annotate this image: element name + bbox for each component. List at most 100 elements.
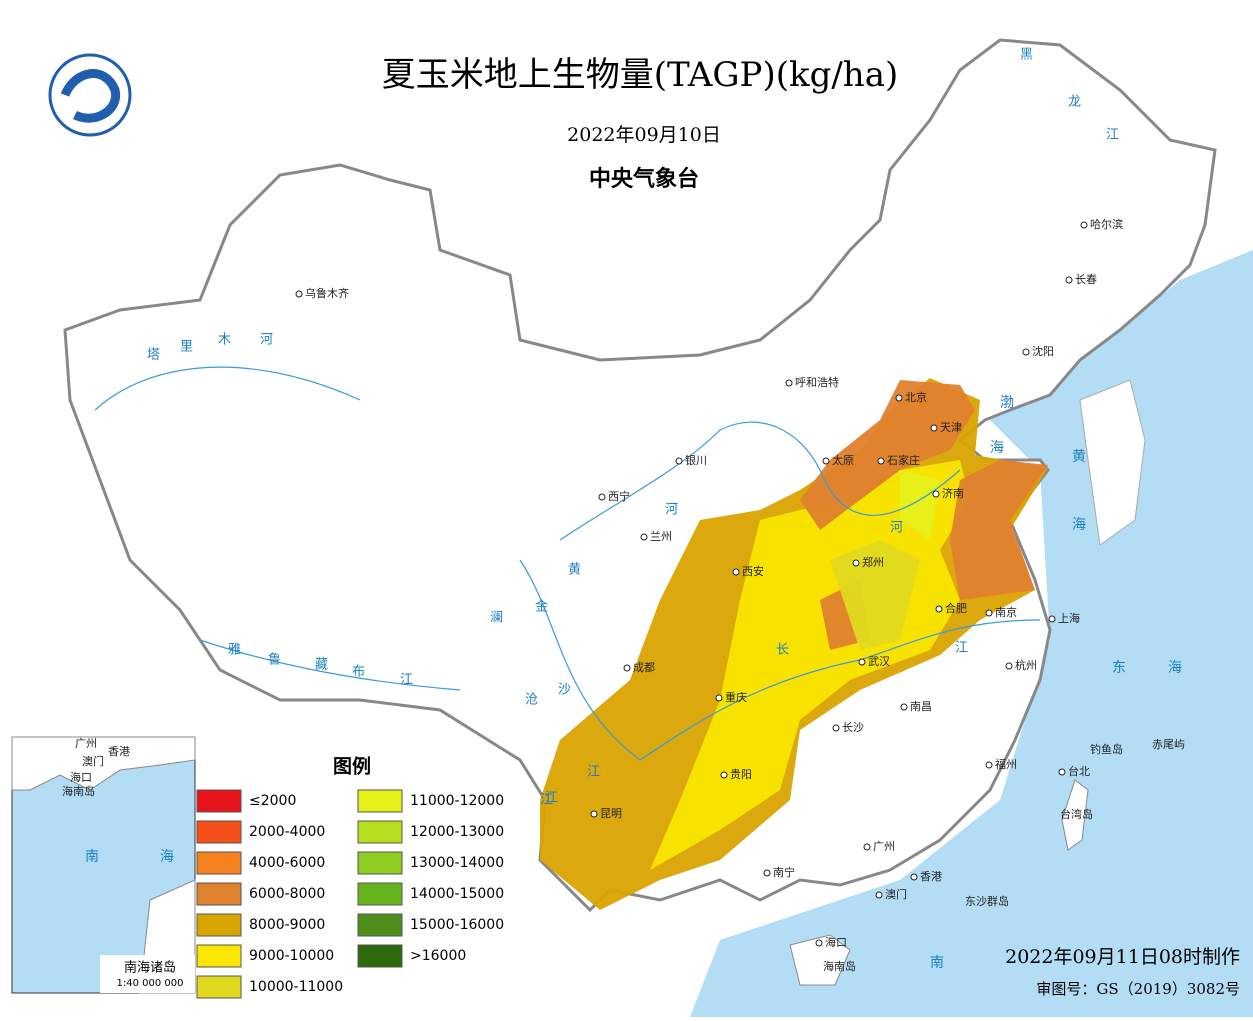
water-label: 塔 <box>147 348 160 363</box>
city-dot <box>985 609 993 617</box>
inset-label: 南 <box>85 849 99 865</box>
legend-label: 4000-6000 <box>249 855 325 871</box>
crop-zone <box>900 470 940 540</box>
legend-label: 8000-9000 <box>249 917 325 933</box>
inset-label: 海口 <box>70 770 92 784</box>
city-dot <box>930 424 938 432</box>
water-label: 金 <box>535 599 548 615</box>
legend-swatch <box>196 913 242 937</box>
legend-swatch <box>357 789 403 813</box>
water-label: 黑 <box>1020 48 1033 63</box>
crop-zone <box>950 460 1048 600</box>
city-dot <box>852 559 860 567</box>
legend-label: 2000-4000 <box>249 824 325 840</box>
footer-approval: 审图号：GS（2019）3082号 <box>1036 980 1240 998</box>
city-label: 重庆 <box>725 690 747 704</box>
city-dot <box>1080 221 1088 229</box>
taiwan <box>1061 779 1089 851</box>
water-label: 东 <box>1112 660 1126 676</box>
inset-label: 澳门 <box>82 754 104 768</box>
legend-label: 11000-12000 <box>410 793 504 809</box>
city-dot <box>1058 768 1066 776</box>
legend-label: 13000-14000 <box>410 855 504 871</box>
city-label: 南宁 <box>773 865 795 879</box>
city-label: 银川 <box>685 453 707 467</box>
place-label: 赤尾屿 <box>1152 738 1185 751</box>
water-label: 江 <box>955 641 968 656</box>
city-label: 太原 <box>832 454 854 467</box>
city-dot <box>815 939 823 947</box>
legend-swatch <box>357 882 403 906</box>
city-dot <box>623 664 631 672</box>
legend-label: 15000-16000 <box>410 917 504 933</box>
city-dot <box>640 533 648 541</box>
water-label: 布 <box>352 665 365 680</box>
legend-swatch <box>357 851 403 875</box>
city-label: 武汉 <box>868 655 890 668</box>
city-label: 乌鲁木齐 <box>305 286 349 300</box>
city-dot <box>1005 662 1013 670</box>
water-label: 江 <box>1106 128 1119 143</box>
legend-swatch <box>357 820 403 844</box>
water-label: 雅 <box>228 643 241 658</box>
city-dot <box>900 703 908 711</box>
city-dot <box>715 694 723 702</box>
water-label: 河 <box>260 333 273 348</box>
city-dot <box>935 605 943 613</box>
city-dot <box>863 843 871 851</box>
legend-swatch <box>196 820 242 844</box>
water-label: 黄 <box>568 563 581 578</box>
legend-label: 9000-10000 <box>249 948 334 964</box>
city-dot <box>875 891 883 899</box>
inset-label: 香港 <box>108 745 130 758</box>
city-label: 广州 <box>873 840 895 853</box>
city-dot <box>858 658 866 666</box>
footer-made: 2022年09月11日08时制作 <box>1005 946 1240 968</box>
city-label: 海口 <box>825 935 847 949</box>
legend-swatch <box>196 789 242 813</box>
water-label: 里 <box>180 340 193 355</box>
legend-swatch <box>196 975 242 999</box>
city-label: 西宁 <box>608 489 630 503</box>
city-dot <box>675 457 683 465</box>
place-label: 钓鱼岛 <box>1090 742 1123 756</box>
legend-label: 12000-13000 <box>410 824 504 840</box>
crop-zone <box>830 540 920 650</box>
city-label: 济南 <box>942 486 964 500</box>
city-label: 石家庄 <box>887 453 920 467</box>
water-label: 河 <box>890 521 903 536</box>
legend-label: 14000-15000 <box>410 886 504 902</box>
legend-label: ≤2000 <box>249 793 296 809</box>
logo <box>48 53 132 137</box>
inset <box>11 736 196 994</box>
water-label: 鲁 <box>268 653 281 668</box>
city-label: 沈阳 <box>1032 344 1054 358</box>
legend-swatch <box>196 851 242 875</box>
water-label: 长 <box>776 643 789 658</box>
water-label: 江 <box>545 791 558 806</box>
city-dot <box>1048 615 1056 623</box>
city-label: 杭州 <box>1015 658 1037 672</box>
city-label: 贵阳 <box>730 768 752 781</box>
water-label: 江 <box>587 765 600 780</box>
korea <box>1079 379 1146 546</box>
place-label: 台湾岛 <box>1060 807 1093 821</box>
city-dot <box>732 568 740 576</box>
city-label: 南京 <box>995 605 1017 619</box>
legend: ≤2000 2000-4000 4000-6000 6000-8000 8000-900… <box>196 789 504 999</box>
inset-scale: 1:40 000 000 <box>117 978 184 989</box>
crop-zone <box>800 380 975 530</box>
water-label: 海 <box>1072 517 1086 533</box>
city-dot <box>590 810 598 818</box>
water-label: 海 <box>1168 660 1182 676</box>
city-dot <box>763 869 771 877</box>
water-label: 海 <box>990 440 1004 456</box>
city-dot <box>895 394 903 402</box>
city-dot <box>598 493 606 501</box>
city-dot <box>910 873 918 881</box>
city-label: 澳门 <box>885 887 907 901</box>
title: 夏玉米地上生物量(TAGP)(kg/ha) <box>382 55 898 95</box>
legend-title: 图例 <box>333 755 371 778</box>
city-label: 福州 <box>995 757 1017 771</box>
city-label: 呼和浩特 <box>795 375 839 389</box>
